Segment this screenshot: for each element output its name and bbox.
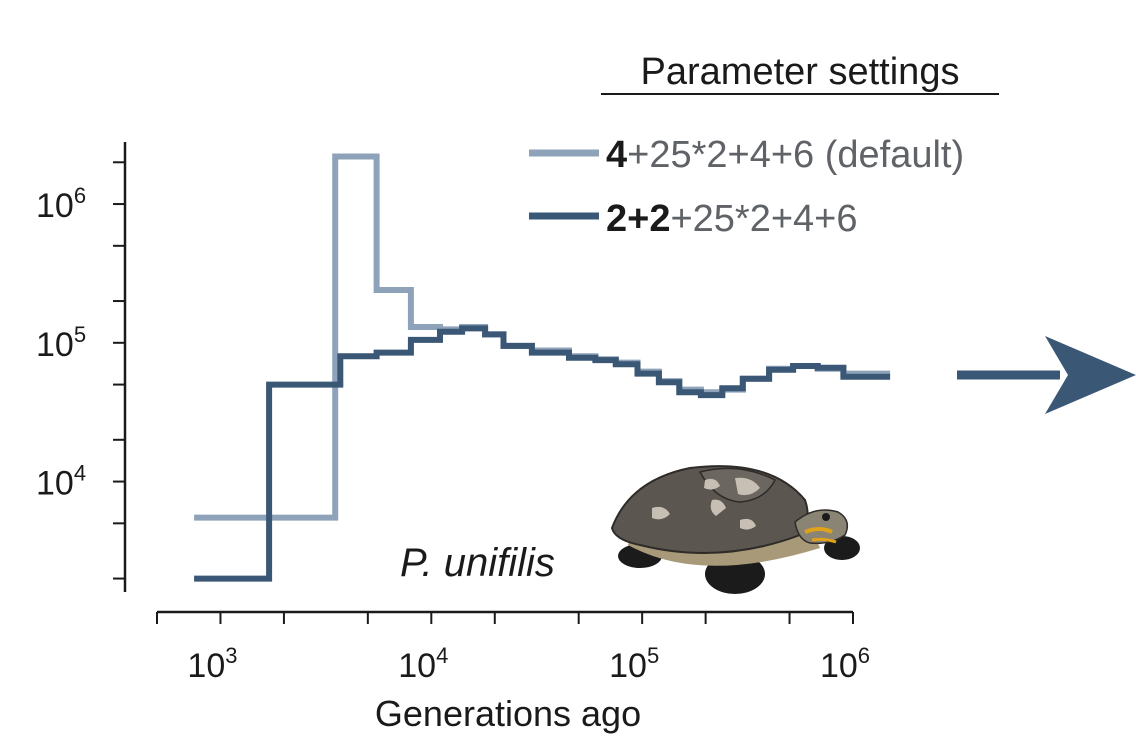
x-tick-label-exp: 3 — [225, 643, 237, 668]
y-ticks — [113, 161, 125, 580]
x-tick-label-base: 10 — [398, 647, 436, 685]
x-tick-label-exp: 5 — [647, 643, 659, 668]
x-tick-labels: 103 104 105 106 — [187, 643, 870, 685]
legend-entry-default: 4+25*2+4+6 (default) — [606, 134, 964, 176]
x-tick-label-exp: 6 — [858, 643, 870, 668]
y-tick-label: 106 — [36, 183, 86, 225]
x-axis-label: Generations ago — [375, 693, 641, 734]
x-ticks — [156, 612, 854, 624]
x-tick-label: 106 — [820, 643, 870, 685]
y-tick-label-exp: 4 — [74, 461, 86, 486]
y-tick-label-base: 10 — [36, 465, 74, 503]
y-tick-label: 105 — [36, 322, 86, 364]
legend-title: Parameter settings — [641, 51, 960, 93]
x-tick-label: 103 — [187, 643, 237, 685]
x-tick-label: 105 — [609, 643, 659, 685]
legend-entry-default-rest: +25*2+4+6 (default) — [627, 134, 964, 176]
y-tick-label-exp: 6 — [74, 183, 86, 208]
legend-entry-2plus2: 2+2+25*2+4+6 — [606, 198, 858, 240]
x-tick-label-base: 10 — [609, 647, 647, 685]
right-arrow-icon — [957, 336, 1136, 414]
legend-entry-2plus2-rest: +25*2+4+6 — [670, 198, 857, 240]
series-group — [194, 153, 891, 582]
series-line-2plus2 — [194, 325, 891, 582]
y-tick-label-base: 10 — [36, 187, 74, 225]
x-tick-label: 104 — [398, 643, 448, 685]
y-tick-label-exp: 5 — [74, 322, 86, 347]
legend: Parameter settings 4+25*2+4+6 (default) … — [529, 51, 999, 240]
turtle-icon — [610, 465, 860, 594]
legend-entry-default-bold: 4 — [606, 134, 627, 176]
y-tick-label-base: 10 — [36, 326, 74, 364]
legend-entry-2plus2-bold: 2+2 — [606, 198, 670, 240]
x-tick-label-exp: 4 — [436, 643, 448, 668]
species-label: P. unifilis — [400, 541, 555, 585]
x-tick-label-base: 10 — [187, 647, 225, 685]
y-tick-label: 104 — [36, 461, 86, 503]
x-tick-label-base: 10 — [820, 647, 858, 685]
